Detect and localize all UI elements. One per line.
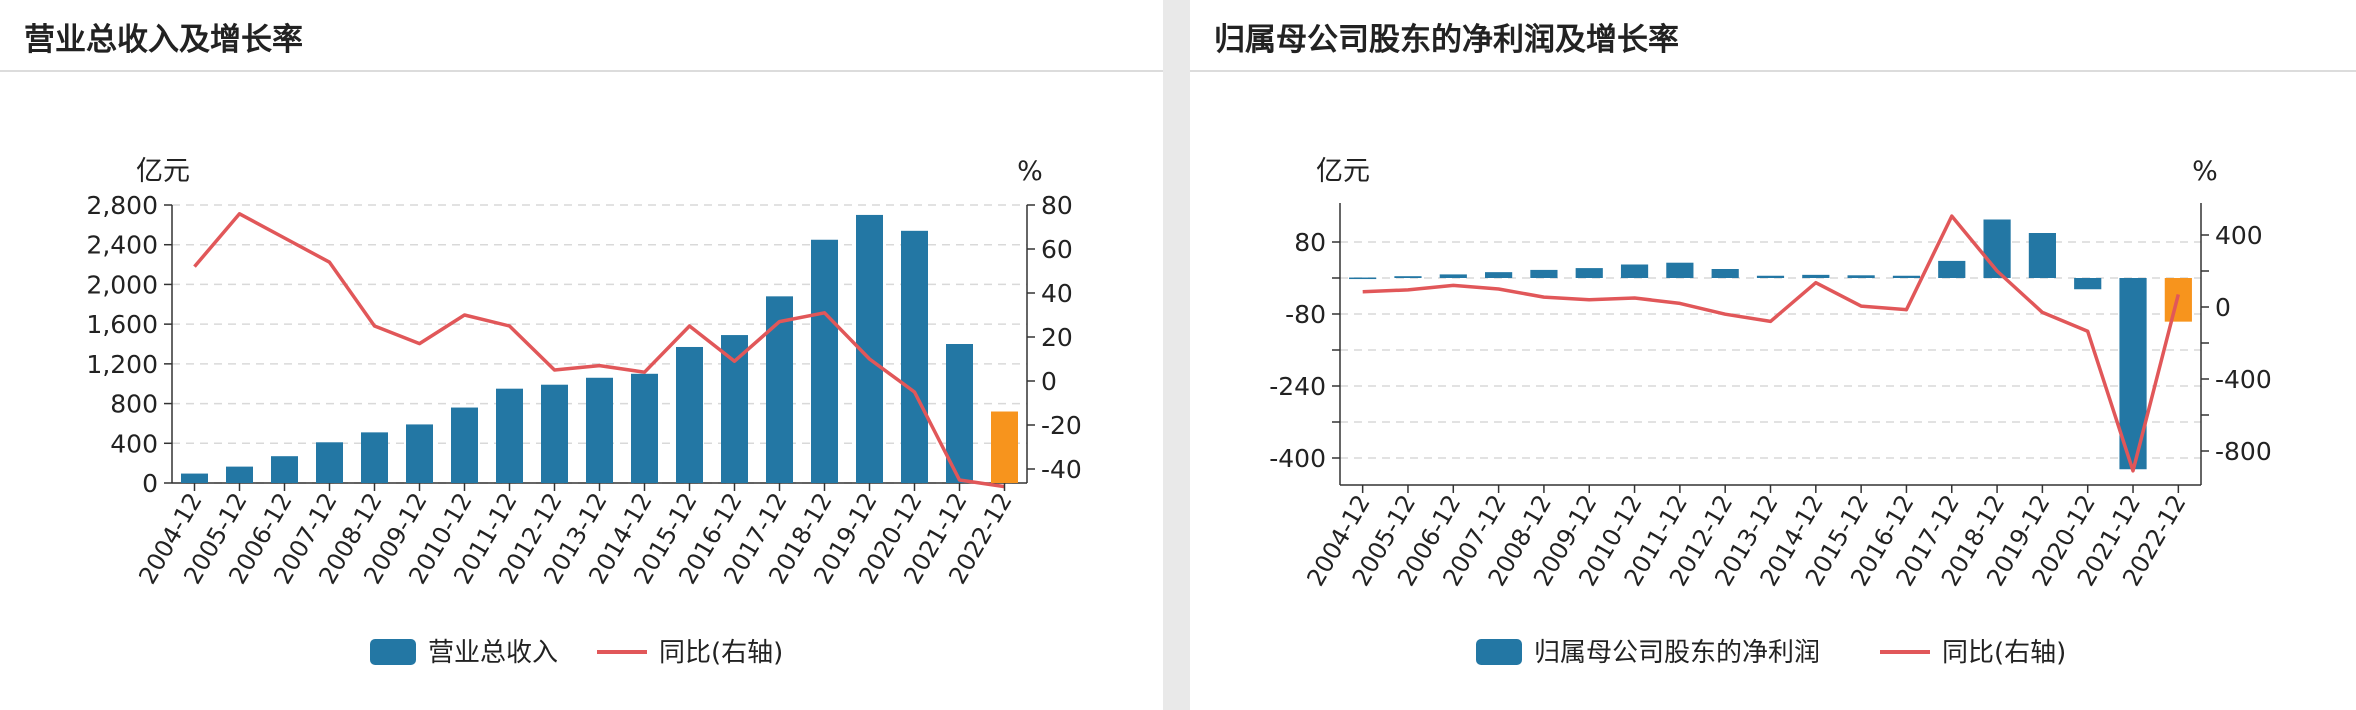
right-axis-unit: %: [1017, 156, 1043, 187]
right-axis-unit: %: [2192, 156, 2218, 187]
left-axis-tick-label: 400: [110, 429, 158, 458]
bar: [1711, 269, 1739, 278]
right-axis-tick-label: 0: [1041, 367, 1057, 396]
bar: [271, 456, 298, 483]
left-axis-tick-label: 2,800: [86, 191, 158, 220]
bar: [496, 388, 523, 483]
bar: [226, 466, 253, 483]
panel-header: 归属母公司股东的净利润及增长率: [1190, 0, 2356, 72]
left-axis-tick-label: 1,600: [86, 310, 158, 339]
bar: [631, 373, 658, 483]
bar: [1530, 269, 1558, 278]
revenue-panel: 营业总收入及增长率 亿元% 0 400 800 1,200 1,600 2,000 2,400…: [0, 0, 1163, 710]
left-axis-unit: 亿元: [1316, 156, 1370, 187]
bar: [181, 473, 208, 483]
right-axis-tick-label: 0: [2215, 293, 2231, 322]
panel-header: 营业总收入及增长率: [0, 0, 1163, 72]
bar: [721, 335, 748, 483]
bar: [1575, 268, 1603, 278]
net-profit-panel: 归属母公司股东的净利润及增长率 亿元% -400 -240 -80 80 -800 -400…: [1190, 0, 2356, 710]
left-axis-tick-label: 80: [1294, 228, 1326, 257]
bar: [1620, 264, 1649, 278]
bar: [766, 296, 793, 483]
right-axis-tick-label: 400: [2215, 221, 2263, 250]
bar: [2074, 278, 2102, 290]
left-axis-tick-label: 0: [142, 469, 158, 498]
bar: [541, 384, 568, 483]
bar: [586, 377, 613, 483]
legend-bar-swatch: [1476, 639, 1522, 665]
bar: [406, 424, 433, 483]
legend-bar-label: 归属母公司股东的净利润: [1534, 638, 1820, 668]
legend-bar-swatch: [370, 639, 416, 665]
right-axis-tick-label: 40: [1041, 279, 1073, 308]
left-axis-tick-label: 1,200: [86, 350, 158, 379]
bar: [1938, 260, 1966, 278]
net-profit-chart: 亿元 %-400-240-8080-800-40004002004-122005-…: [1269, 156, 2272, 668]
bar: [1485, 272, 1513, 278]
revenue-chart: 亿元 %04008001,2001,6002,0002,4002,800-40-2…: [86, 156, 1082, 668]
legend-line-label: 同比(右轴): [659, 638, 783, 668]
bar: [901, 230, 928, 483]
bar: [1666, 262, 1694, 278]
bar: [1847, 275, 1875, 278]
left-axis-tick-label: -240: [1269, 372, 1326, 401]
right-axis-tick-label: -400: [2215, 365, 2272, 394]
growth-line: [1362, 214, 2180, 473]
bar: [316, 442, 343, 483]
bar: [811, 239, 838, 483]
bar: [1756, 275, 1785, 278]
left-axis-tick-label: 800: [110, 390, 158, 419]
legend-line-label: 同比(右轴): [1942, 638, 2066, 668]
panel-title: 营业总收入及增长率: [24, 22, 303, 58]
left-axis-tick-label: 2,400: [86, 231, 158, 260]
left-axis-tick-label: 2,000: [86, 270, 158, 299]
bar: [2028, 233, 2056, 278]
growth-line: [193, 212, 1005, 489]
bar: [1349, 277, 1377, 280]
bar: [361, 432, 388, 483]
left-axis-unit: 亿元: [136, 156, 190, 187]
legend-bar-label: 营业总收入: [428, 638, 558, 668]
bar: [1892, 275, 1921, 278]
right-axis-tick-label: -20: [1041, 411, 1082, 440]
left-axis-tick-label: -80: [1285, 300, 1326, 329]
right-axis-tick-label: -40: [1041, 455, 1082, 484]
bar: [676, 346, 703, 483]
right-axis-tick-label: 20: [1041, 323, 1073, 352]
right-axis-tick-label: -800: [2215, 437, 2272, 466]
bar: [1802, 274, 1830, 278]
right-axis-tick-label: 80: [1041, 191, 1073, 220]
bar: [1394, 276, 1422, 278]
bar: [991, 411, 1018, 483]
bar: [1439, 274, 1467, 278]
panel-title: 归属母公司股东的净利润及增长率: [1214, 22, 1679, 58]
right-axis-tick-label: 60: [1041, 235, 1073, 264]
left-axis-tick-label: -400: [1269, 444, 1326, 473]
bar: [451, 407, 478, 483]
